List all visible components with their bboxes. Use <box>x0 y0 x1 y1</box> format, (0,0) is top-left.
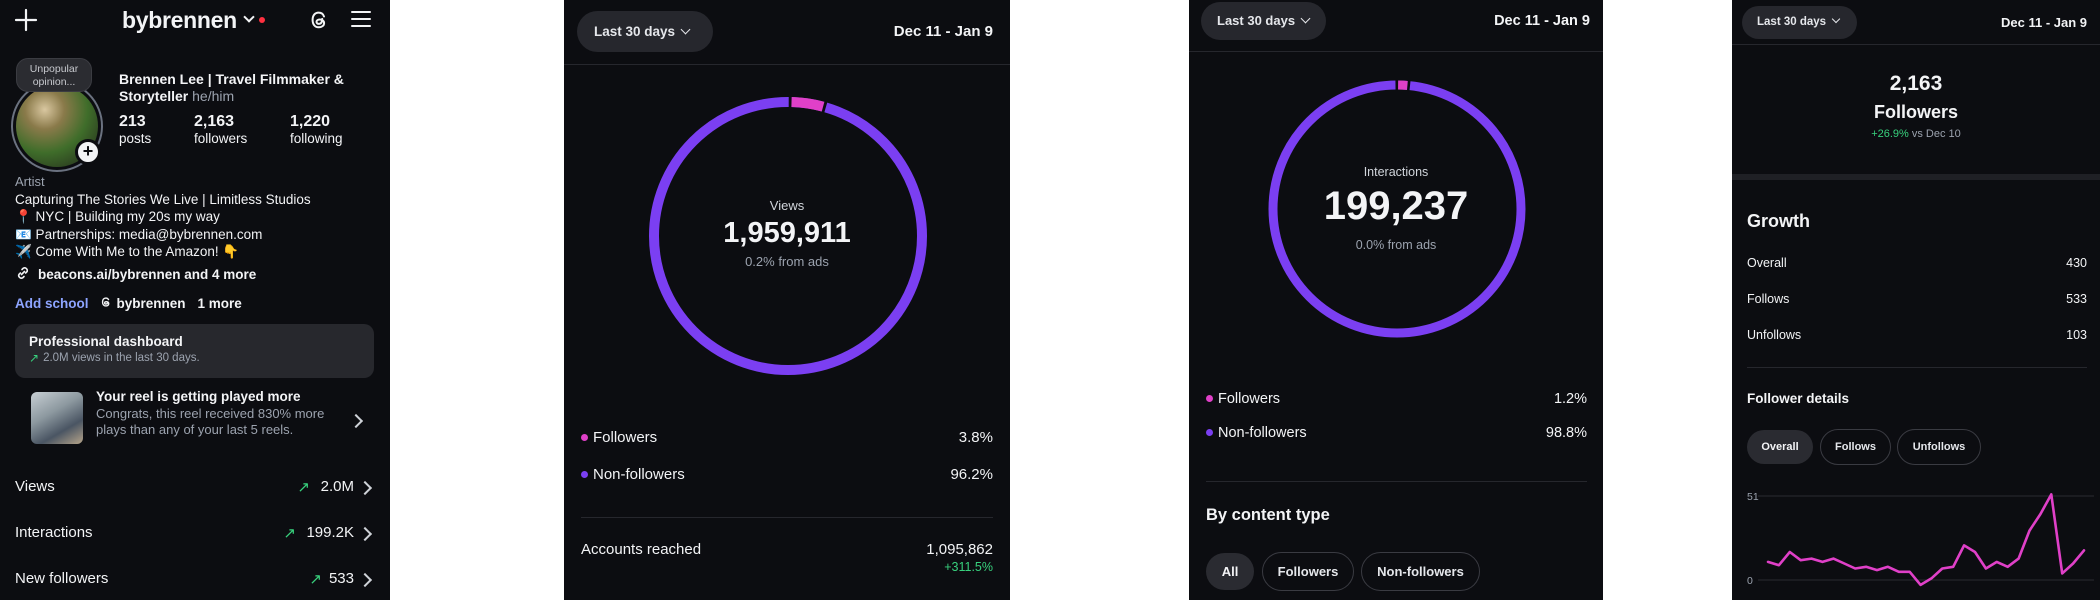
avatar-note-text: Unpopular opinion... <box>29 63 79 88</box>
tab-unfollows[interactable]: Unfollows <box>1897 429 1981 465</box>
views-total: 1,959,911 <box>723 217 851 249</box>
notification-dot-icon <box>258 17 265 23</box>
chevron-down-icon <box>1831 14 1841 24</box>
chevron-right-icon <box>357 480 373 496</box>
follower-series-line <box>1766 493 2086 587</box>
tab-follows[interactable]: Follows <box>1820 429 1891 465</box>
content-type-title: By content type <box>1206 506 1330 524</box>
add-school-link[interactable]: Add school <box>15 296 89 311</box>
dashboard-subtitle: 2.0M views in the last 30 days. <box>43 352 200 364</box>
non-followers-dot-icon <box>1206 428 1213 436</box>
y-tick-label: 0 <box>1747 575 1753 587</box>
threads-icon[interactable] <box>306 7 332 33</box>
bio-line: 📍 NYC | Building my 20s my way <box>15 209 220 225</box>
trend-up-icon: ↗ <box>309 571 322 588</box>
tab-overall[interactable]: Overall <box>1747 430 1813 464</box>
category-label: Artist <box>15 174 45 189</box>
date-range-label: Dec 11 - Jan 9 <box>893 23 993 40</box>
date-range-label: Dec 11 - Jan 9 <box>2001 15 2087 30</box>
profile-name: Brennen Lee | Travel Filmmaker & Storyte… <box>119 71 344 104</box>
growth-title: Growth <box>1747 211 1810 231</box>
ads-note: 0.2% from ads <box>745 254 829 269</box>
chevron-right-icon <box>357 526 373 542</box>
chevron-right-icon <box>357 572 373 588</box>
views-insights-panel: Last 30 days Dec 11 - Jan 9 Views 1,959,… <box>564 0 1010 600</box>
legend-row-non-followers: Non-followers 96.2% <box>581 466 993 483</box>
content-type-filter-non-followers[interactable]: Non-followers <box>1361 552 1480 591</box>
followers-insights-panel: Last 30 days Dec 11 - Jan 9 2,163 Follow… <box>1732 0 2100 600</box>
avatar-note-bubble[interactable]: Unpopular opinion... <box>16 58 92 92</box>
section-divider <box>1732 174 2100 180</box>
chevron-down-icon <box>680 24 691 35</box>
trend-up-icon: ↗ <box>297 479 310 496</box>
profile-actions-row: Add school bybrennen 1 more <box>15 295 242 312</box>
legend-row-followers: Followers 3.8% <box>581 429 993 446</box>
bio: Capturing The Stories We Live | Limitles… <box>15 191 311 260</box>
username: bybrennen <box>122 6 237 33</box>
metric-row-views[interactable]: Views ↗ 2.0M <box>15 478 374 500</box>
accounts-reached-change: +311.5% <box>944 560 993 574</box>
bio-line: 📧 Partnerships: media@bybrennen.com <box>15 226 263 242</box>
growth-row-overall: Overall 430 <box>1747 256 2087 270</box>
y-tick-label: 51 <box>1747 491 1759 503</box>
trend-up-icon: ↗ <box>283 525 296 542</box>
bio-line: ✈️ Come With Me to the Amazon! 👇 <box>15 243 240 259</box>
reel-body: Congrats, this reel received 830% more p… <box>96 406 325 437</box>
interactions-insights-panel: Last 30 days Dec 11 - Jan 9 Interactions… <box>1189 0 1603 600</box>
new-post-icon[interactable] <box>14 8 38 32</box>
followers-dot-icon <box>581 433 588 441</box>
legend-row-followers: Followers 1.2% <box>1206 391 1587 407</box>
bio-line: Capturing The Stories We Live | Limitles… <box>15 192 311 207</box>
add-story-icon[interactable]: + <box>75 139 101 165</box>
pronouns: he/him <box>192 88 235 104</box>
date-range-dropdown[interactable]: Last 30 days <box>577 11 713 52</box>
content-type-filter-all[interactable]: All <box>1206 553 1254 590</box>
follower-details-title: Follower details <box>1747 391 1850 406</box>
chevron-down-icon <box>243 11 255 23</box>
growth-row-unfollows: Unfollows 103 <box>1747 328 2087 342</box>
interactions-total: 199,237 <box>1323 184 1469 228</box>
followers-segment <box>791 97 825 112</box>
menu-icon[interactable] <box>350 9 372 29</box>
metric-row-interactions[interactable]: Interactions ↗ 199.2K <box>15 524 374 546</box>
dashboard-title: Professional dashboard <box>29 334 183 349</box>
ring-label: Views <box>769 198 805 213</box>
reel-title: Your reel is getting played more <box>96 389 301 404</box>
ring-label: Interactions <box>1363 165 1429 179</box>
more-link[interactable]: 1 more <box>197 296 242 311</box>
profile-panel: bybrennen Unpopular opinion... + Brennen… <box>0 0 390 600</box>
date-range-label: Dec 11 - Jan 9 <box>1494 13 1590 29</box>
stat-posts[interactable]: 213 posts <box>119 113 152 146</box>
bio-link[interactable]: beacons.ai/bybrennen and 4 more <box>15 265 256 284</box>
threads-badge-icon <box>99 295 113 312</box>
followers-total: 2,163 <box>1889 72 1943 95</box>
accounts-reached-row[interactable]: Accounts reached 1,095,862 +311.5% <box>581 541 993 574</box>
reel-performance-card[interactable]: Your reel is getting played more Congrat… <box>15 382 374 458</box>
segment-gap <box>821 100 828 114</box>
follower-line-chart: 51 0 <box>1747 491 2094 587</box>
date-range-dropdown[interactable]: Last 30 days <box>1201 2 1326 40</box>
followers-dot-icon <box>1206 394 1213 402</box>
stat-followers[interactable]: 2,163 followers <box>194 113 248 146</box>
chevron-down-icon <box>1300 13 1311 24</box>
reel-thumbnail <box>31 392 83 444</box>
date-range-dropdown[interactable]: Last 30 days <box>1742 6 1857 39</box>
metric-row-new-followers[interactable]: New followers ↗ 533 <box>15 570 374 592</box>
followers-total-label: Followers <box>1873 102 1958 122</box>
professional-dashboard-card[interactable]: Professional dashboard ↗ 2.0M views in t… <box>15 324 374 378</box>
trend-up-icon: ↗ <box>29 351 40 365</box>
followers-change: +26.9% vs Dec 10 <box>1871 128 1961 140</box>
threads-link[interactable]: bybrennen <box>116 296 186 311</box>
link-icon <box>15 265 31 284</box>
views-donut-chart <box>649 96 927 375</box>
chevron-right-icon <box>348 413 364 429</box>
non-followers-dot-icon <box>581 470 588 478</box>
stat-following[interactable]: 1,220 following <box>290 113 343 146</box>
account-switcher[interactable]: bybrennen <box>122 6 265 34</box>
content-type-filter-followers[interactable]: Followers <box>1262 552 1354 591</box>
ads-note: 0.0% from ads <box>1355 238 1437 252</box>
growth-row-follows: Follows 533 <box>1747 292 2087 306</box>
interactions-donut-chart <box>1268 79 1526 338</box>
legend-row-non-followers: Non-followers 98.8% <box>1206 425 1587 441</box>
